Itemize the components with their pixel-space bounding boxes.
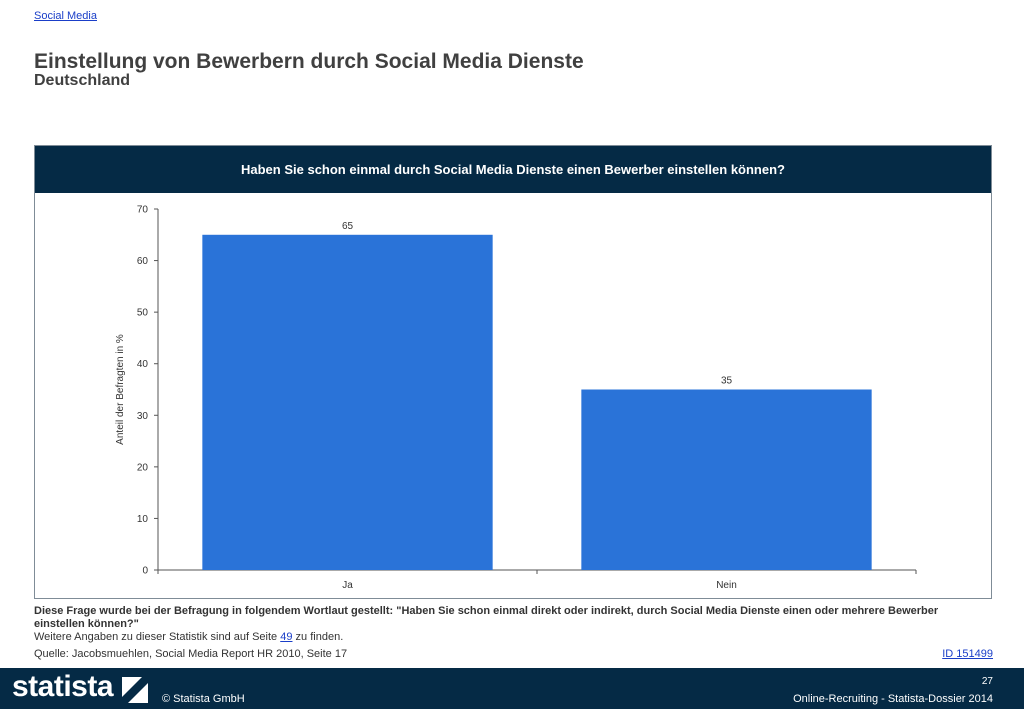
page-number: 27: [981, 676, 993, 687]
chart-question-header: Haben Sie schon einmal durch Social Medi…: [35, 146, 991, 193]
data-label: 65: [342, 221, 354, 232]
y-tick-label: 70: [137, 205, 149, 216]
bar-ja: [202, 234, 493, 570]
y-tick-label: 30: [137, 411, 149, 422]
more-info-page-link[interactable]: 49: [280, 631, 293, 643]
source-text: Quelle: Jacobsmuehlen, Social Media Repo…: [34, 648, 348, 660]
y-axis-label: Anteil der Befragten in %: [115, 334, 126, 445]
y-tick-label: 50: [137, 308, 149, 319]
bar-nein: [581, 389, 872, 570]
more-info-suffix: zu finden.: [295, 631, 344, 643]
page-subtitle: Deutschland: [34, 72, 131, 89]
statista-logo-mark-icon: [122, 677, 148, 703]
y-tick-label: 40: [137, 359, 149, 370]
data-label: 35: [721, 376, 733, 387]
bar-chart: 0 10 20 30 40 50 60 70 65 Ja 35 Nein Anteil der Befr…: [115, 205, 917, 591]
more-info-line: Weitere Angaben zu dieser Statistik sind…: [34, 631, 343, 643]
page-title: Einstellung von Bewerbern durch Social M…: [34, 50, 584, 73]
statista-logo: statista: [12, 670, 114, 703]
copyright-text: © Statista GmbH: [162, 693, 245, 705]
breadcrumb-link[interactable]: Social Media: [34, 10, 97, 22]
x-tick-label: Nein: [716, 580, 737, 591]
more-info-text: Weitere Angaben zu dieser Statistik sind…: [34, 631, 278, 643]
chart-container: Haben Sie schon einmal durch Social Medi…: [34, 145, 992, 599]
y-tick-label: 60: [137, 256, 149, 267]
dossier-title: Online-Recruiting - Statista-Dossier 201…: [793, 693, 993, 705]
y-tick-label: 10: [137, 514, 149, 525]
statistic-id-link[interactable]: ID 151499: [942, 648, 993, 660]
y-tick-label: 0: [142, 566, 148, 577]
question-note: Diese Frage wurde bei der Befragung in f…: [34, 605, 939, 630]
x-tick-label: Ja: [342, 580, 353, 591]
footer-bar: statista © Statista GmbH 27 Online-Recru…: [0, 668, 1024, 709]
y-tick-label: 20: [137, 462, 149, 473]
